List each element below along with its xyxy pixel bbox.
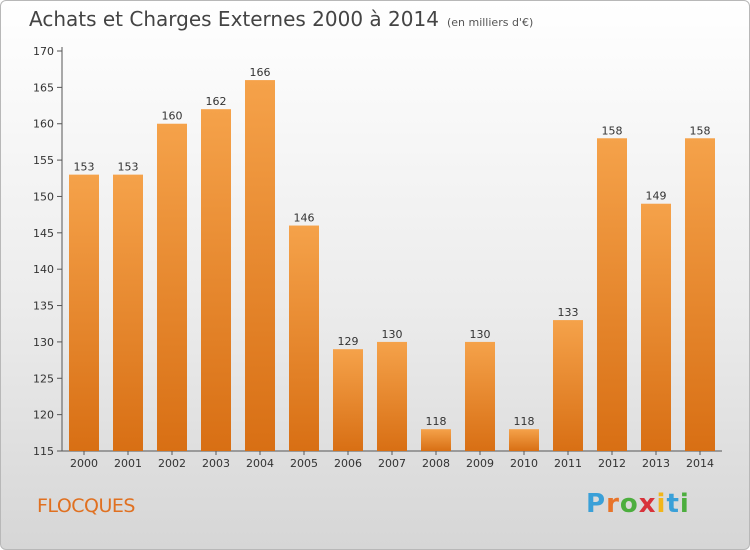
x-tick-label: 2006 [334,457,362,470]
bar [509,429,539,451]
x-tick-label: 2013 [642,457,670,470]
chart-title: Achats et Charges Externes 2000 à 2014 [29,7,439,31]
x-tick-label: 2007 [378,457,406,470]
logo-letter: i [656,489,667,519]
x-tick-label: 2000 [70,457,98,470]
bar [245,80,275,451]
bar-value-label: 162 [206,95,227,108]
bar-value-label: 166 [250,66,271,79]
bar [289,225,319,451]
x-tick-label: 2010 [510,457,538,470]
y-tick-label: 120 [33,409,54,422]
y-tick-label: 160 [33,118,54,131]
x-tick-label: 2003 [202,457,230,470]
chart-unit: (en milliers d'€) [446,16,534,29]
bar [113,174,143,452]
bar-value-label: 153 [118,161,139,174]
bar-value-label: 158 [690,124,711,137]
x-tick-label: 2004 [246,457,274,470]
bar [377,341,407,451]
x-tick-label: 2001 [114,457,142,470]
proxiti-logo: Proxiti [586,489,690,519]
y-tick-label: 170 [33,45,54,58]
logo-letter: r [606,489,620,519]
bar-value-label: 160 [162,110,183,123]
logo-letter: i [679,489,690,519]
bar-value-label: 118 [514,415,535,428]
bar-value-label: 158 [602,124,623,137]
bar [641,203,671,451]
bar [685,138,715,452]
bar [421,429,451,451]
bar-value-label: 130 [470,328,491,341]
x-tick-label: 2014 [686,457,714,470]
bar-value-label: 149 [646,190,667,203]
y-tick-label: 155 [33,154,54,167]
y-tick-label: 125 [33,372,54,385]
bar-value-label: 118 [426,415,447,428]
y-tick-label: 150 [33,190,54,203]
x-tick-label: 2011 [554,457,582,470]
bar-value-label: 130 [382,328,403,341]
logo-letter: x [638,489,657,519]
y-tick-label: 135 [33,300,54,313]
chart-title-row: Achats et Charges Externes 2000 à 2014 (e… [29,7,533,31]
x-tick-label: 2005 [290,457,318,470]
y-tick-label: 130 [33,336,54,349]
y-tick-label: 145 [33,227,54,240]
bar-value-label: 133 [558,306,579,319]
bar [201,109,231,451]
logo-letter: P [586,489,607,519]
y-tick-label: 115 [33,445,54,458]
y-tick-label: 140 [33,263,54,276]
x-tick-label: 2009 [466,457,494,470]
x-tick-label: 2002 [158,457,186,470]
commune-name: FLOCQUES [37,495,136,517]
bar-value-label: 146 [294,212,315,225]
y-tick-label: 165 [33,81,54,94]
x-tick-label: 2008 [422,457,450,470]
x-tick-label: 2012 [598,457,626,470]
bar-value-label: 129 [338,335,359,348]
bar [157,123,187,452]
bar [597,138,627,452]
bar [465,341,495,451]
logo-letter: o [619,489,639,519]
logo-letter: t [666,489,680,519]
bar [69,174,99,452]
bar [553,320,583,451]
bar [333,349,363,451]
bar-value-label: 153 [74,161,95,174]
